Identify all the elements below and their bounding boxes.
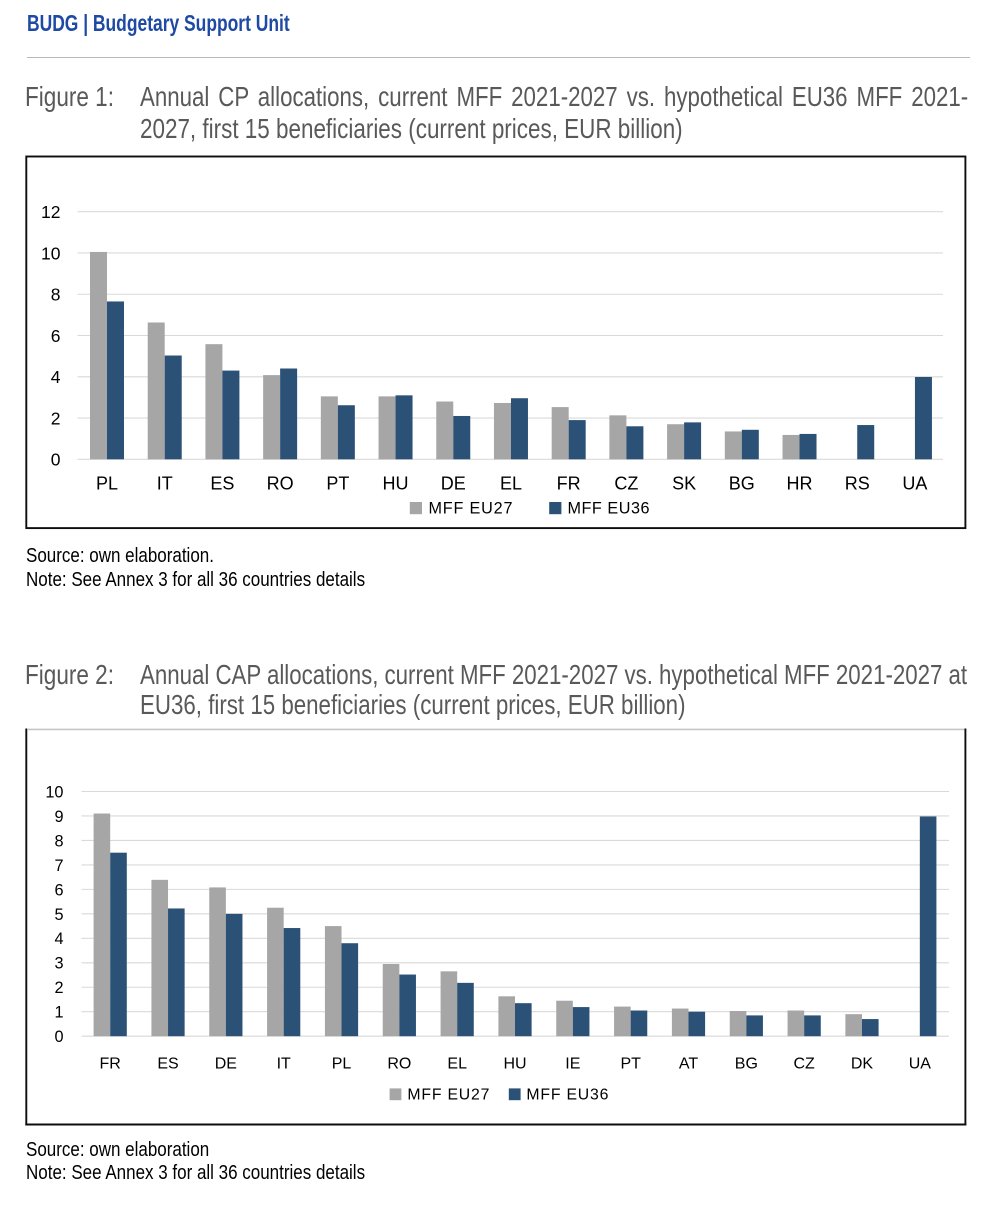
svg-text:HR: HR [787, 473, 813, 493]
svg-text:RO: RO [387, 1055, 411, 1072]
svg-text:DE: DE [441, 473, 466, 493]
svg-text:PT: PT [620, 1055, 641, 1072]
svg-text:EL: EL [447, 1055, 467, 1072]
svg-text:4: 4 [54, 930, 63, 948]
svg-text:12: 12 [41, 202, 60, 222]
svg-text:MFF EU27: MFF EU27 [407, 1087, 489, 1104]
svg-text:DE: DE [215, 1055, 237, 1072]
svg-text:DK: DK [851, 1055, 874, 1072]
svg-text:ES: ES [210, 473, 234, 493]
svg-text:FR: FR [100, 1055, 121, 1072]
svg-text:CZ: CZ [614, 473, 638, 493]
svg-text:MFF EU36: MFF EU36 [568, 500, 650, 518]
svg-text:1: 1 [54, 1004, 63, 1022]
svg-text:BG: BG [729, 473, 755, 493]
svg-text:0: 0 [54, 1028, 63, 1046]
svg-text:9: 9 [54, 808, 63, 826]
svg-text:PT: PT [326, 473, 349, 493]
svg-text:CZ: CZ [793, 1055, 815, 1072]
svg-text:EL: EL [500, 473, 522, 493]
svg-text:PL: PL [96, 473, 118, 493]
svg-text:7: 7 [54, 857, 63, 875]
svg-text:MFF EU27: MFF EU27 [429, 500, 513, 518]
svg-text:SK: SK [672, 473, 696, 493]
svg-text:8: 8 [51, 285, 61, 305]
svg-text:MFF EU36: MFF EU36 [526, 1087, 608, 1104]
svg-text:10: 10 [41, 243, 61, 263]
svg-text:RO: RO [267, 473, 294, 493]
svg-text:8: 8 [54, 832, 63, 850]
svg-text:0: 0 [51, 450, 61, 470]
svg-text:4: 4 [51, 367, 61, 387]
svg-text:UA: UA [909, 1055, 932, 1072]
svg-text:IE: IE [565, 1055, 580, 1072]
svg-text:5: 5 [54, 906, 63, 924]
svg-text:2: 2 [51, 408, 61, 428]
svg-text:UA: UA [902, 473, 927, 493]
svg-text:10: 10 [45, 783, 63, 801]
svg-text:IT: IT [157, 473, 173, 493]
svg-text:3: 3 [54, 955, 63, 973]
svg-text:6: 6 [54, 881, 63, 899]
svg-text:HU: HU [383, 473, 409, 493]
svg-text:HU: HU [503, 1055, 526, 1072]
svg-text:BG: BG [735, 1055, 758, 1072]
svg-text:FR: FR [557, 473, 581, 493]
svg-text:6: 6 [51, 326, 61, 346]
svg-text:RS: RS [845, 473, 870, 493]
svg-text:PL: PL [332, 1055, 352, 1072]
svg-text:IT: IT [277, 1055, 291, 1072]
svg-text:ES: ES [157, 1055, 178, 1072]
svg-text:2: 2 [54, 979, 63, 997]
svg-text:AT: AT [679, 1055, 698, 1072]
